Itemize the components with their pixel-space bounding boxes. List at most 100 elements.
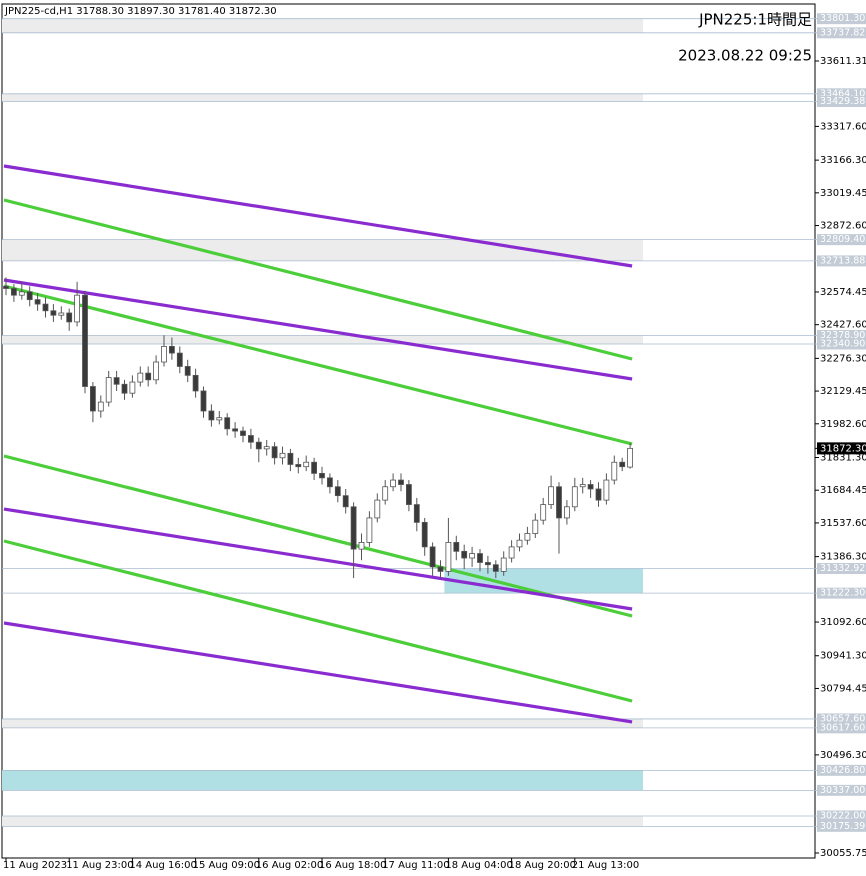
trend-line: [3, 539, 633, 703]
candle-body: [176, 352, 183, 367]
annotation: JPN225:1時間足: [698, 11, 812, 29]
zone-label: 32809.40: [820, 234, 865, 245]
zone-label-bg: [817, 587, 866, 599]
x-tick-label: 14 Aug 16:00: [129, 860, 196, 871]
candle-body: [453, 542, 460, 552]
y-tick-label: 30496.30: [820, 750, 866, 761]
x-tick-label: 16 Aug 18:00: [319, 860, 386, 871]
trend-line: [3, 164, 633, 268]
candle-body: [532, 519, 539, 534]
zone-label: 33801.30: [820, 13, 865, 24]
candle-body: [571, 486, 578, 508]
zone-label-bg: [817, 96, 866, 108]
zone-label: 30426.80: [820, 765, 865, 776]
candle-body: [492, 564, 499, 572]
candle-body: [326, 477, 333, 488]
candle-body: [263, 446, 270, 450]
trend-line: [3, 621, 633, 724]
candle-body: [216, 417, 223, 421]
zone-label-bg: [817, 338, 866, 350]
candle-body: [350, 506, 357, 550]
x-tick-label: 18 Aug 04:00: [445, 860, 512, 871]
candle-body: [50, 310, 57, 316]
candle-body: [342, 495, 349, 508]
zone-label: 32340.90: [820, 338, 865, 349]
zone-label: 33737.82: [820, 27, 865, 38]
last-price-bg: [817, 442, 866, 455]
zone-label: 30617.60: [820, 722, 865, 733]
candle-body: [540, 504, 547, 521]
candle-body: [287, 452, 294, 465]
trend-line: [3, 278, 633, 381]
candle-body: [390, 479, 397, 488]
candle-body: [184, 366, 191, 376]
y-tick-label: 33611.31: [820, 56, 866, 67]
candle-body: [398, 479, 404, 485]
y-tick-label: 33166.30: [820, 155, 866, 166]
candle-body: [255, 441, 262, 450]
candle-body: [247, 435, 254, 443]
zone-label-bg: [817, 713, 866, 725]
y-tick-label: 31831.30: [820, 452, 866, 463]
candle-body: [516, 539, 523, 548]
candle-body: [374, 499, 381, 519]
candle-body: [477, 553, 483, 563]
candle-body: [603, 479, 610, 501]
candle-body: [3, 285, 9, 289]
candle-body: [627, 447, 633, 468]
candle-body: [240, 430, 246, 436]
zone: [2, 93, 643, 102]
zone-label: 33464.10: [820, 88, 865, 99]
candle-body: [587, 484, 594, 490]
y-tick-label: 31092.60: [820, 617, 866, 628]
zone: [2, 815, 643, 827]
candle-body: [18, 291, 25, 296]
zone-label: 31222.30: [820, 588, 865, 599]
candle-body: [161, 346, 167, 363]
zone: [2, 718, 643, 728]
candle-body: [595, 488, 602, 501]
zone-label-bg: [817, 234, 866, 246]
candle-body: [484, 562, 491, 566]
candle-body: [524, 533, 531, 541]
zone-label-bg: [817, 722, 866, 734]
candle-body: [105, 377, 112, 403]
candle-body: [200, 390, 207, 412]
plot-frame: [1, 3, 816, 859]
candle-body: [129, 381, 136, 394]
candle-body: [232, 428, 239, 432]
x-tick-label: 11 Aug 2023: [3, 860, 67, 871]
candle-body: [556, 486, 562, 519]
zone-label-bg: [817, 27, 866, 39]
candle-body: [382, 486, 389, 501]
zone-label-bg: [817, 784, 866, 796]
zone-label: 30337.00: [820, 785, 865, 796]
trend-line: [3, 454, 633, 618]
zone-label: 30222.00: [820, 810, 865, 821]
y-tick-label: 32872.60: [820, 221, 866, 232]
last-price-label: 31872.30: [820, 443, 866, 454]
candle-body: [564, 506, 570, 519]
candle-body: [295, 464, 302, 468]
candle-body: [34, 299, 41, 305]
candle-body: [271, 446, 278, 459]
candle-body: [366, 517, 373, 543]
zone-label: 33429.38: [820, 96, 865, 107]
y-tick-label: 33317.60: [820, 121, 866, 132]
candle-body: [74, 294, 80, 323]
candle-body: [137, 372, 144, 383]
y-tick-label: 32129.45: [820, 386, 866, 397]
x-tick-label: 17 Aug 11:00: [382, 860, 449, 871]
zone-label-bg: [817, 13, 866, 25]
candle-body: [619, 461, 626, 468]
zone: [2, 239, 643, 261]
candle-body: [26, 291, 33, 301]
zone: [444, 568, 643, 594]
zone: [2, 770, 643, 791]
candle-body: [429, 546, 436, 568]
x-tick-label: 11 Aug 23:00: [66, 860, 133, 871]
candle-body: [153, 361, 160, 381]
zone-label: 30175.39: [820, 821, 865, 832]
x-tick-label: 18 Aug 20:00: [509, 860, 576, 871]
